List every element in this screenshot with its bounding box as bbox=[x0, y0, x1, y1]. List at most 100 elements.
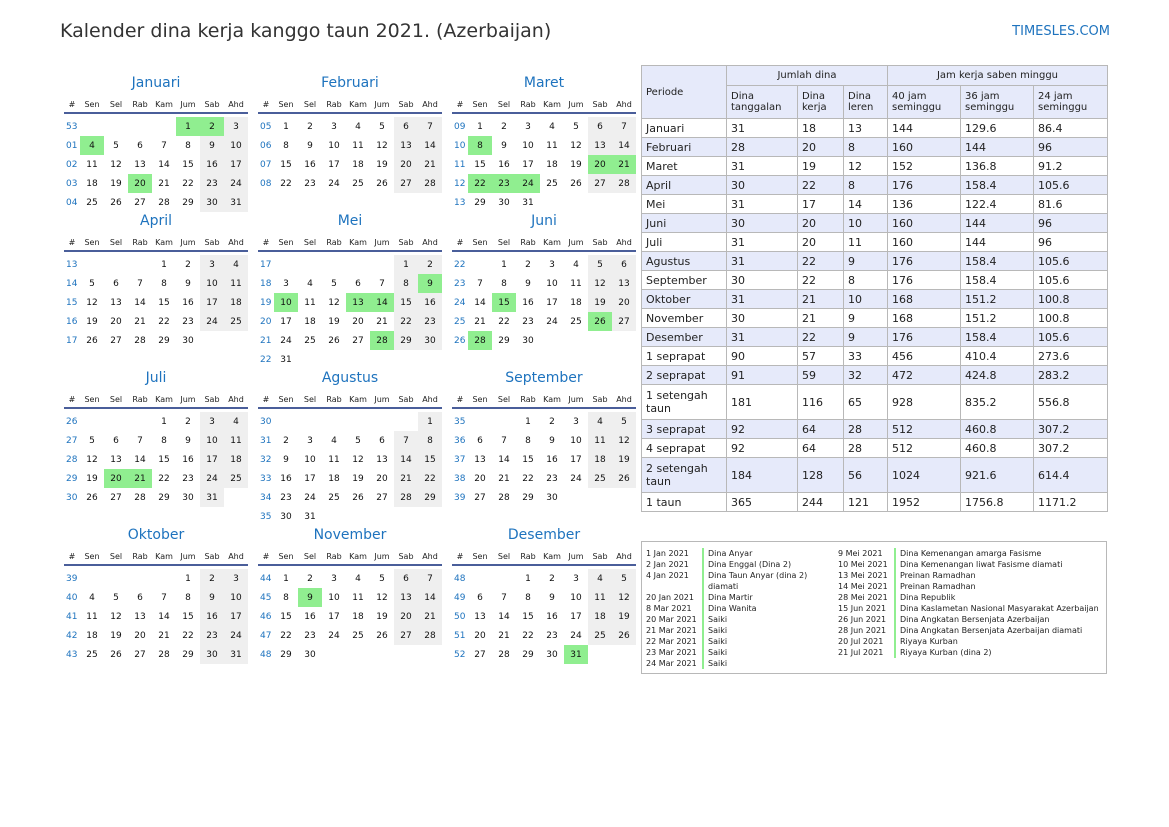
day-cell[interactable]: 10 bbox=[200, 431, 224, 450]
day-cell[interactable]: 31 bbox=[224, 645, 248, 664]
day-cell[interactable]: 11 bbox=[86, 611, 98, 622]
day-cell[interactable]: 16 bbox=[182, 297, 194, 308]
day-cell[interactable]: 14 bbox=[498, 611, 510, 622]
day-cell[interactable]: 15 bbox=[492, 293, 516, 312]
day-cell[interactable]: 17 bbox=[304, 473, 316, 484]
day-cell[interactable]: 16 bbox=[546, 611, 558, 622]
day-cell[interactable]: 9 bbox=[549, 435, 555, 446]
day-cell[interactable]: 22 bbox=[468, 174, 492, 193]
day-cell[interactable]: 9 bbox=[200, 588, 224, 607]
day-cell[interactable]: 20 bbox=[134, 630, 146, 641]
day-cell[interactable]: 23 bbox=[492, 174, 516, 193]
day-cell[interactable]: 19 bbox=[86, 473, 98, 484]
day-cell[interactable]: 20 bbox=[352, 316, 364, 327]
day-cell[interactable]: 15 bbox=[280, 611, 292, 622]
day-cell[interactable]: 26 bbox=[612, 469, 636, 488]
day-cell[interactable]: 7 bbox=[394, 431, 418, 450]
day-cell[interactable]: 22 bbox=[522, 630, 534, 641]
day-cell[interactable]: 17 bbox=[522, 159, 534, 170]
day-cell[interactable]: 26 bbox=[86, 492, 98, 503]
day-cell[interactable]: 10 bbox=[546, 278, 558, 289]
day-cell[interactable]: 26 bbox=[376, 178, 388, 189]
day-cell[interactable]: 17 bbox=[570, 454, 582, 465]
day-cell[interactable]: 29 bbox=[522, 649, 534, 660]
day-cell[interactable]: 16 bbox=[200, 155, 224, 174]
day-cell[interactable]: 25 bbox=[224, 469, 248, 488]
day-cell[interactable]: 30 bbox=[200, 193, 224, 212]
day-cell[interactable]: 30 bbox=[498, 197, 510, 208]
day-cell[interactable]: 24 bbox=[200, 469, 224, 488]
day-cell[interactable]: 20 bbox=[394, 607, 418, 626]
day-cell[interactable]: 5 bbox=[379, 573, 385, 584]
day-cell[interactable]: 23 bbox=[546, 630, 558, 641]
day-cell[interactable]: 15 bbox=[394, 293, 418, 312]
day-cell[interactable]: 25 bbox=[328, 492, 340, 503]
day-cell[interactable]: 21 bbox=[158, 178, 170, 189]
day-cell[interactable]: 19 bbox=[86, 316, 98, 327]
day-cell[interactable]: 15 bbox=[182, 611, 194, 622]
day-cell[interactable]: 7 bbox=[418, 117, 442, 136]
day-cell[interactable]: 17 bbox=[200, 450, 224, 469]
day-cell[interactable]: 16 bbox=[182, 454, 194, 465]
day-cell[interactable]: 9 bbox=[200, 136, 224, 155]
day-cell[interactable]: 29 bbox=[182, 197, 194, 208]
day-cell[interactable]: 1 bbox=[525, 416, 531, 427]
day-cell[interactable]: 20 bbox=[588, 155, 612, 174]
day-cell[interactable]: 27 bbox=[376, 492, 388, 503]
day-cell[interactable]: 18 bbox=[352, 159, 364, 170]
day-cell[interactable]: 27 bbox=[110, 335, 122, 346]
day-cell[interactable]: 5 bbox=[113, 592, 119, 603]
day-cell[interactable]: 8 bbox=[283, 140, 289, 151]
day-cell[interactable]: 15 bbox=[280, 159, 292, 170]
site-link[interactable]: TIMESLES.COM bbox=[1012, 24, 1110, 39]
day-cell[interactable]: 28 bbox=[158, 649, 170, 660]
day-cell[interactable]: 8 bbox=[185, 140, 191, 151]
day-cell[interactable]: 17 bbox=[570, 611, 582, 622]
day-cell[interactable]: 24 bbox=[546, 316, 558, 327]
day-cell[interactable]: 30 bbox=[280, 511, 292, 522]
day-cell[interactable]: 4 bbox=[549, 121, 555, 132]
day-cell[interactable]: 12 bbox=[612, 588, 636, 607]
day-cell[interactable]: 10 bbox=[274, 293, 298, 312]
day-cell[interactable]: 26 bbox=[376, 630, 388, 641]
day-cell[interactable]: 21 bbox=[128, 469, 152, 488]
day-cell[interactable]: 14 bbox=[394, 450, 418, 469]
day-cell[interactable]: 3 bbox=[549, 259, 555, 270]
day-cell[interactable]: 7 bbox=[612, 117, 636, 136]
day-cell[interactable]: 7 bbox=[137, 435, 143, 446]
day-cell[interactable]: 13 bbox=[376, 454, 388, 465]
day-cell[interactable]: 20 bbox=[612, 293, 636, 312]
day-cell[interactable]: 26 bbox=[570, 178, 582, 189]
day-cell[interactable]: 26 bbox=[110, 197, 122, 208]
day-cell[interactable]: 5 bbox=[573, 121, 579, 132]
day-cell[interactable]: 28 bbox=[394, 488, 418, 507]
day-cell[interactable]: 30 bbox=[522, 335, 534, 346]
day-cell[interactable]: 17 bbox=[280, 316, 292, 327]
day-cell[interactable]: 27 bbox=[474, 649, 486, 660]
day-cell[interactable]: 11 bbox=[224, 431, 248, 450]
day-cell[interactable]: 27 bbox=[352, 335, 364, 346]
day-cell[interactable]: 23 bbox=[546, 473, 558, 484]
day-cell[interactable]: 16 bbox=[522, 297, 534, 308]
day-cell[interactable]: 10 bbox=[224, 136, 248, 155]
day-cell[interactable]: 18 bbox=[224, 293, 248, 312]
day-cell[interactable]: 8 bbox=[525, 435, 531, 446]
day-cell[interactable]: 9 bbox=[283, 454, 289, 465]
day-cell[interactable]: 31 bbox=[304, 511, 316, 522]
day-cell[interactable]: 21 bbox=[418, 607, 442, 626]
day-cell[interactable]: 16 bbox=[498, 159, 510, 170]
day-cell[interactable]: 5 bbox=[89, 435, 95, 446]
day-cell[interactable]: 18 bbox=[546, 159, 558, 170]
day-cell[interactable]: 4 bbox=[89, 592, 95, 603]
day-cell[interactable]: 22 bbox=[418, 469, 442, 488]
day-cell[interactable]: 9 bbox=[549, 592, 555, 603]
day-cell[interactable]: 28 bbox=[418, 626, 442, 645]
day-cell[interactable]: 30 bbox=[304, 649, 316, 660]
day-cell[interactable]: 13 bbox=[134, 159, 146, 170]
day-cell[interactable]: 18 bbox=[328, 473, 340, 484]
day-cell[interactable]: 25 bbox=[224, 312, 248, 331]
day-cell[interactable]: 25 bbox=[570, 316, 582, 327]
day-cell[interactable]: 19 bbox=[110, 630, 122, 641]
day-cell[interactable]: 29 bbox=[158, 492, 170, 503]
day-cell[interactable]: 12 bbox=[376, 140, 388, 151]
